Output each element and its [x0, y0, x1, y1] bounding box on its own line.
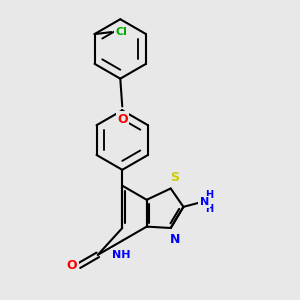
Text: H: H — [205, 190, 213, 200]
Text: O: O — [117, 113, 128, 126]
Text: N: N — [200, 197, 209, 207]
Text: O: O — [67, 259, 77, 272]
Text: NH: NH — [112, 250, 130, 260]
Text: S: S — [170, 171, 179, 184]
Text: H: H — [205, 204, 213, 214]
Text: N: N — [169, 233, 180, 246]
Text: Cl: Cl — [116, 27, 127, 37]
